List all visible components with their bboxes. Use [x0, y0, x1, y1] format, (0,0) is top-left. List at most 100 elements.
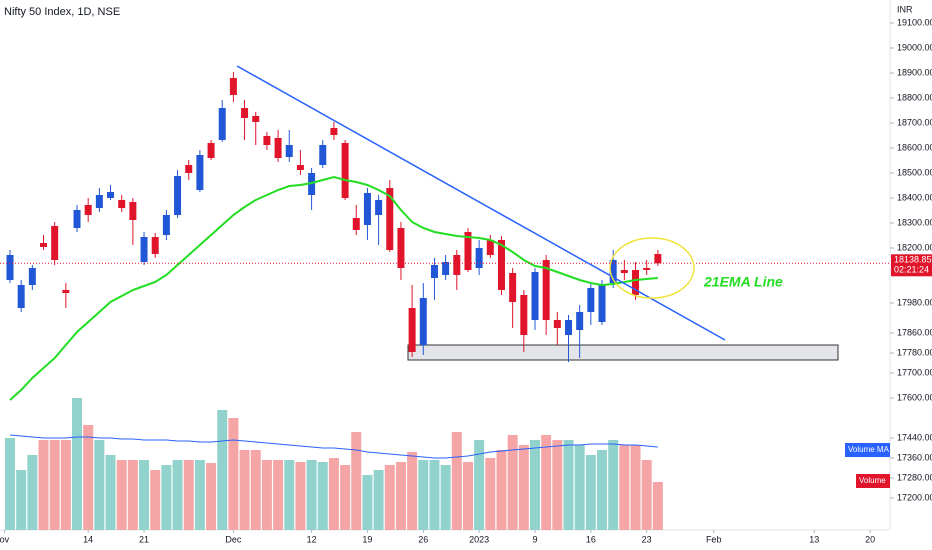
volume-bar: [328, 458, 339, 530]
volume-bar: [217, 410, 228, 530]
y-tick-label: 18800.00: [897, 92, 932, 102]
candle-body: [442, 262, 450, 275]
x-tick-label: 19: [362, 534, 372, 544]
candle-body: [151, 237, 159, 254]
volume-bar: [172, 460, 183, 530]
candle-body: [565, 320, 572, 335]
candle-body: [632, 270, 640, 295]
volume-label: Volume: [859, 476, 886, 485]
candle-body: [419, 298, 427, 345]
volume-bar: [27, 455, 38, 530]
volume-bar: [373, 470, 384, 530]
volume-bar: [83, 425, 94, 530]
y-tick-label: 17600.00: [897, 392, 932, 402]
y-tick-label: 18200.00: [897, 242, 932, 252]
candle-body: [73, 210, 81, 228]
volume-bar: [139, 460, 150, 530]
candle-body: [464, 232, 472, 270]
volume-bar: [194, 460, 205, 530]
y-tick-label: 19000.00: [897, 42, 932, 52]
y-tick-label: 17360.00: [897, 452, 932, 462]
volume-bar: [228, 418, 239, 530]
x-tick-label: Dec: [225, 534, 242, 544]
volume-bar: [518, 445, 529, 530]
candle-body: [40, 243, 48, 247]
y-tick-label: 18500.00: [897, 167, 932, 177]
volume-bar: [284, 460, 295, 530]
x-tick-label: 13: [809, 534, 819, 544]
volume-bar: [261, 460, 272, 530]
candle-body: [185, 165, 193, 173]
candle-body: [453, 255, 461, 275]
last-price-label: 18138.85: [894, 255, 932, 265]
candle-body: [341, 143, 349, 198]
candle-body: [509, 273, 517, 302]
candle-body: [174, 176, 182, 215]
volume-bar: [451, 432, 462, 530]
candle-body: [51, 226, 59, 260]
candle-body: [285, 145, 293, 157]
candle-body: [598, 285, 606, 322]
candle-body: [475, 248, 483, 268]
volume-bar: [16, 470, 27, 530]
volume-bar: [541, 435, 552, 530]
candle-body: [397, 228, 405, 268]
volume-bar: [407, 452, 418, 530]
x-tick-label: 20: [865, 534, 875, 544]
candle-body: [330, 128, 338, 135]
candle-body: [6, 255, 14, 280]
volume-bar: [630, 445, 641, 530]
y-tick-label: 18700.00: [897, 117, 932, 127]
candle-body: [84, 205, 92, 215]
candle-body: [553, 320, 561, 328]
y-tick-label: 19100.00: [897, 17, 932, 27]
volume-bar: [38, 440, 49, 530]
volume-bar: [552, 440, 563, 530]
candle-body: [643, 268, 651, 270]
candle-body: [576, 312, 584, 330]
volume-bar: [619, 445, 630, 530]
candle-body: [363, 193, 371, 225]
candle-body: [241, 108, 249, 118]
y-tick-label: 17980.00: [897, 297, 932, 307]
volume-bar: [652, 482, 663, 530]
volume-bar: [574, 445, 585, 530]
volume-bar: [641, 460, 652, 530]
volume-bar: [150, 470, 161, 530]
volume-bar: [105, 455, 116, 530]
volume-bar: [608, 440, 619, 530]
candle-body: [375, 200, 383, 215]
x-tick-label: 14: [83, 534, 93, 544]
candle-body: [520, 295, 528, 335]
candle-body: [497, 240, 505, 290]
y-tick-label: 17700.00: [897, 367, 932, 377]
volume-bar: [127, 460, 138, 530]
last-price-box: [891, 254, 932, 277]
x-tick-label: 23: [642, 534, 652, 544]
volume-bar: [585, 455, 596, 530]
x-tick-label: 12: [307, 534, 317, 544]
y-tick-label: 17780.00: [897, 347, 932, 357]
volume-box: [856, 474, 890, 488]
candle-body: [430, 265, 438, 278]
volume-bar: [239, 450, 250, 530]
candle-body: [486, 240, 494, 255]
currency-label: INR: [897, 4, 913, 14]
price-axis: 19100.00 19000.00 18900.00 18800.00 18700.00…: [845, 17, 932, 502]
candle-body: [620, 270, 628, 273]
volume-bar: [529, 440, 540, 530]
candle-body: [162, 215, 170, 235]
candle-body: [531, 272, 539, 320]
volume-ma-label: Volume MA: [848, 445, 890, 454]
candle-body: [274, 138, 282, 158]
candle-body: [352, 218, 360, 230]
candle-body: [218, 108, 226, 140]
volume-bar: [116, 460, 127, 530]
volume-bar: [563, 440, 574, 530]
candle-body: [196, 155, 204, 190]
y-tick-label: 17440.00: [897, 432, 932, 442]
ema-line: [9, 175, 658, 401]
volume-bar: [384, 465, 395, 530]
volume-bar: [206, 463, 217, 530]
